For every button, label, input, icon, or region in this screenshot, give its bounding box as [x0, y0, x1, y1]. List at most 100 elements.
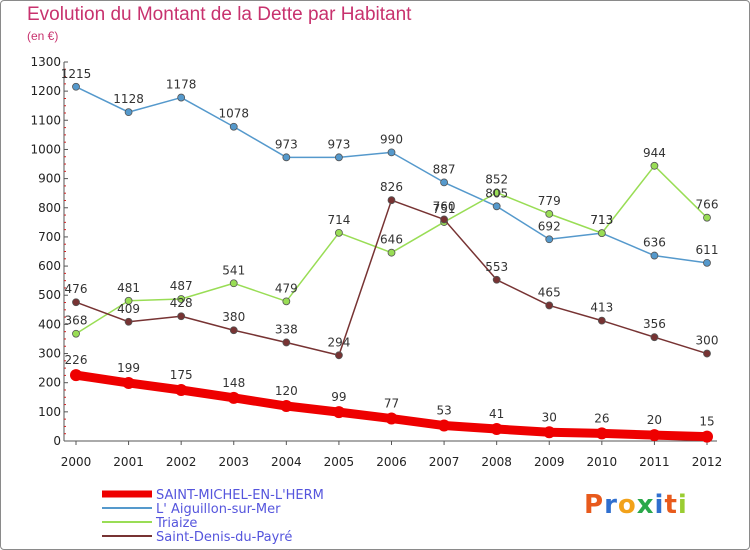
data-label: 294 [327, 335, 350, 349]
data-label: 175 [170, 368, 193, 382]
data-point [597, 316, 606, 325]
data-label: 148 [222, 376, 245, 390]
data-point [440, 178, 448, 187]
data-label: 1215 [61, 67, 92, 81]
data-point [545, 209, 554, 218]
series-layer [70, 82, 713, 443]
data-point [492, 202, 501, 211]
data-point [335, 351, 343, 360]
y-tick-label: 0 [53, 434, 61, 448]
data-label: 20 [647, 413, 662, 427]
data-point [385, 412, 398, 425]
proxiti-logo: Proxiti [584, 490, 688, 520]
data-point [70, 369, 82, 382]
x-tick-label: 2002 [166, 455, 197, 469]
data-label: 1178 [166, 78, 197, 92]
data-point [650, 333, 659, 342]
legend-label: Saint-Denis-du-Payré [156, 530, 292, 545]
legend-label: L' Aiguillon-sur-Mer [156, 502, 281, 517]
data-label: 487 [170, 279, 193, 293]
y-tick-label: 1000 [30, 142, 61, 156]
data-point [122, 376, 135, 389]
data-label: 636 [643, 236, 666, 250]
data-label: 26 [594, 411, 609, 425]
data-point [335, 228, 343, 237]
data-label: 805 [485, 186, 508, 200]
data-point [124, 317, 133, 326]
y-tick-label: 600 [38, 259, 61, 273]
data-point [650, 251, 659, 260]
data-label: 760 [433, 199, 456, 213]
data-label: 413 [590, 301, 613, 315]
y-tick-label: 200 [38, 376, 61, 390]
data-label: 99 [331, 390, 346, 404]
x-tick-label: 2004 [271, 455, 302, 469]
data-label: 713 [590, 213, 613, 227]
y-tick-label: 700 [38, 230, 61, 244]
x-tick-label: 2005 [324, 455, 355, 469]
y-tick-label: 800 [38, 201, 61, 215]
data-point [650, 161, 659, 170]
data-label: 481 [117, 281, 140, 295]
data-label: 779 [538, 194, 561, 208]
y-tick-label: 100 [38, 405, 61, 419]
data-point [387, 148, 396, 157]
data-label: 120 [275, 384, 298, 398]
x-tick-label: 2007 [429, 455, 460, 469]
data-label: 41 [489, 407, 504, 421]
data-label: 766 [696, 198, 719, 212]
y-tick-label: 1300 [30, 55, 61, 69]
x-tick-label: 2001 [113, 455, 144, 469]
data-point [595, 427, 608, 440]
axes: 0 100 200 300 400 500 600 700 800 900 1000 1100 1200… [30, 55, 722, 469]
data-label: 714 [327, 213, 350, 227]
legend-label: Triaize [155, 516, 197, 531]
chart-subtitle: (en €) [27, 29, 59, 43]
data-label: 541 [222, 263, 245, 277]
data-label: 30 [542, 410, 557, 424]
data-label: 409 [117, 302, 140, 316]
data-label: 852 [485, 173, 508, 187]
data-point [72, 329, 80, 338]
y-tick-label: 500 [38, 288, 61, 302]
data-label: 973 [327, 137, 350, 151]
data-point [229, 122, 238, 131]
data-label: 611 [696, 243, 719, 257]
x-tick-label: 2012 [692, 455, 723, 469]
data-point [177, 93, 186, 102]
data-point [124, 108, 133, 117]
data-label: 428 [170, 296, 193, 310]
data-label: 692 [538, 219, 561, 233]
x-tick-label: 2000 [61, 455, 92, 469]
data-point [175, 383, 188, 396]
y-tick-label: 400 [38, 317, 61, 331]
data-label: 751 [433, 202, 456, 216]
data-point [227, 391, 240, 404]
logo-letter: r [604, 490, 618, 520]
data-point [492, 188, 501, 197]
legend-label: SAINT-MICHEL-EN-L'HERM [156, 488, 324, 503]
data-label: 380 [222, 310, 245, 324]
data-labels: 1215 1128 1178 1078 973 973 990 887 805 692 713 636… [61, 67, 719, 429]
logo-letter: i [654, 490, 665, 520]
data-point [177, 312, 186, 321]
data-label: 646 [380, 233, 403, 247]
data-label: 973 [275, 137, 298, 151]
data-point [597, 229, 606, 238]
data-label: 553 [485, 260, 508, 274]
x-tick-label: 2011 [639, 455, 670, 469]
data-point [703, 258, 711, 267]
data-label: 826 [380, 180, 403, 194]
data-point [545, 235, 554, 244]
data-label: 368 [65, 314, 88, 328]
data-label: 199 [117, 361, 140, 375]
y-tick-label: 1100 [30, 113, 61, 127]
data-point [492, 275, 501, 284]
data-point [438, 419, 451, 432]
data-point [703, 349, 711, 358]
data-label: 990 [380, 132, 403, 146]
data-label: 479 [275, 281, 298, 295]
